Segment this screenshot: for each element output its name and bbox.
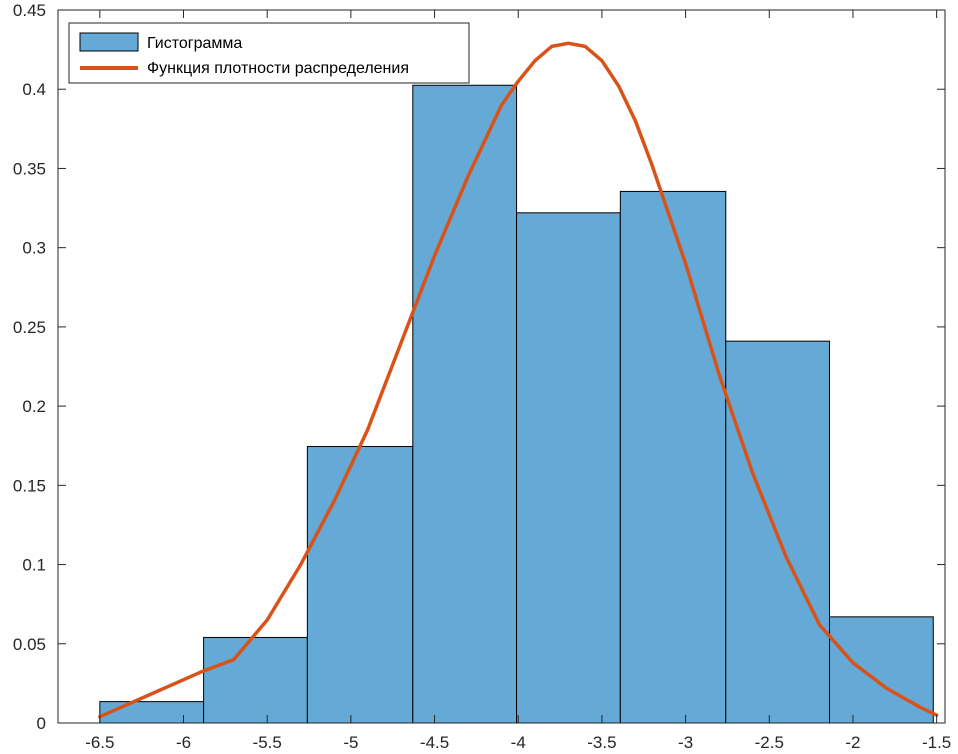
x-tick-label: -4 [511, 733, 526, 752]
legend: Гистограмма Функция плотности распределе… [68, 22, 470, 84]
y-tick-label: 0.3 [22, 239, 46, 258]
histogram-bar [619, 190, 727, 724]
y-tick-label: 0.2 [22, 397, 46, 416]
x-tick-label: -6.5 [85, 733, 114, 752]
y-tick-label: 0 [37, 714, 46, 733]
x-tick-label: -4.5 [420, 733, 449, 752]
y-tick-label: 0.1 [22, 556, 46, 575]
x-tick-label: -2.5 [755, 733, 784, 752]
histogram-bar [99, 701, 205, 724]
x-tick-label: -2 [845, 733, 860, 752]
x-tick-label: -6 [176, 733, 191, 752]
legend-label-histogram: Гистограмма [147, 35, 242, 52]
density-line [98, 41, 939, 719]
y-tick-label: 0.25 [13, 318, 46, 337]
axis-ticks: -6.5 -6 -5.5 -5 -4.5 -4 -3.5 -3 -2.5 -2 -1.5 0 0.05 0… [13, 1, 951, 752]
legend-label-density: Функция плотности распределения [147, 60, 409, 77]
axes-box [57, 9, 946, 724]
y-tick-label: 0.4 [22, 80, 46, 99]
x-tick-label: -5.5 [253, 733, 282, 752]
histogram-bar [516, 212, 621, 724]
x-tick-label: -5 [343, 733, 358, 752]
histogram-bar [203, 636, 308, 724]
histogram-bar [412, 84, 518, 724]
y-tick-label: 0.35 [13, 159, 46, 178]
density-line-layer [98, 41, 939, 719]
histogram-bar [306, 446, 414, 724]
x-tick-label: -3 [678, 733, 693, 752]
histogram-bars [99, 84, 934, 724]
y-tick-label: 0.15 [13, 476, 46, 495]
legend-swatch-histogram [79, 32, 139, 52]
x-tick-label: -1.5 [922, 733, 951, 752]
y-tick-label: 0.05 [13, 635, 46, 654]
x-tick-label: -3.5 [587, 733, 616, 752]
y-tick-label: 0.45 [13, 1, 46, 20]
